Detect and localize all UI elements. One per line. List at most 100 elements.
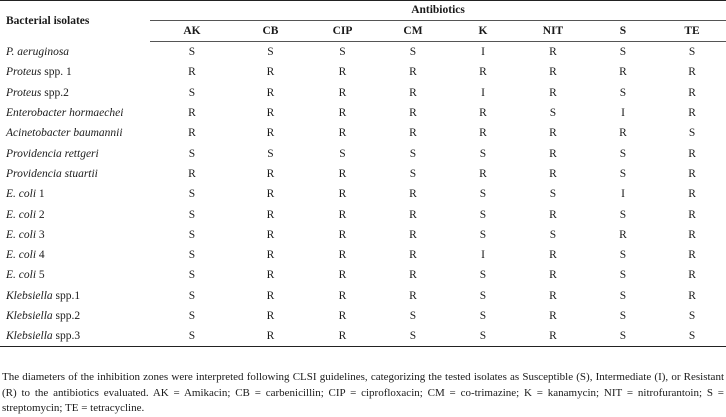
susceptibility-cell: R: [338, 188, 347, 201]
isolate-strain: spp. 1: [41, 66, 72, 79]
susceptibility-cell: R: [518, 326, 588, 348]
susceptibility-cell: R: [688, 86, 696, 99]
susceptibility-cell: R: [549, 249, 557, 262]
susceptibility-cell: R: [338, 86, 347, 99]
table-row: Proteus spp.2 S R R R I R S R: [0, 83, 726, 103]
susceptibility-cell: R: [338, 249, 347, 262]
isolate-name: Acinetobacter baumannii: [0, 123, 150, 143]
antibiotic-column-header: NIT: [518, 20, 588, 42]
isolate-name: P. aeruginosa: [0, 42, 150, 63]
isolate-strain: 3: [36, 228, 45, 241]
susceptibility-cell: S: [339, 46, 346, 59]
susceptibility-cell: R: [409, 66, 417, 79]
susceptibility-cell: R: [266, 66, 275, 79]
isolate-species: Providencia rettgeri: [6, 147, 99, 160]
susceptibility-cell: R: [549, 147, 557, 160]
susceptibility-cell: R: [338, 127, 347, 140]
susceptibility-cell: R: [479, 127, 487, 140]
antibiotic-column-header: TE: [658, 20, 726, 42]
table-footnote: The diameters of the inhibition zones we…: [2, 371, 724, 414]
susceptibility-cell: R: [266, 289, 275, 302]
susceptibility-cell: R: [619, 66, 627, 79]
susceptibility-cell: S: [479, 188, 487, 201]
table-row: Klebsiella spp.2 S R R S S R S S: [0, 306, 726, 326]
isolate-strain: spp.3: [52, 330, 81, 343]
susceptibility-cell: S: [448, 326, 518, 348]
susceptibility-cell: R: [688, 269, 696, 282]
susceptibility-cell: S: [409, 310, 417, 322]
susceptibility-cell: S: [188, 208, 196, 221]
susceptibility-cell: R: [409, 289, 417, 302]
isolate-species: E. coli: [6, 249, 37, 262]
isolate-species: E. coli: [6, 188, 37, 201]
susceptibility-cell: R: [549, 310, 557, 322]
susceptibility-cell: S: [619, 46, 627, 59]
isolate-species: Klebsiella: [6, 330, 53, 343]
susceptibility-cell: S: [549, 228, 557, 241]
susceptibility-cell: R: [409, 188, 417, 201]
susceptibility-cell: R: [234, 326, 307, 348]
table-row: E. coli 4 S R R R I R S R: [0, 245, 726, 265]
susceptibility-cell: S: [588, 326, 658, 348]
isolate-name: Klebsiella spp.2: [0, 306, 150, 326]
susceptibility-cell: R: [688, 167, 696, 180]
susceptibility-cell: R: [409, 86, 417, 99]
table-row: Providencia rettgeri S S S S S R S R: [0, 143, 726, 163]
isolate-species: Klebsiella: [6, 289, 53, 302]
isolate-species: E. coli: [6, 228, 37, 241]
susceptibility-cell: R: [688, 208, 696, 221]
susceptibility-cell: R: [188, 167, 196, 180]
susceptibility-cell: S: [479, 147, 487, 160]
table-row: Proteus spp. 1 R R R R R R R R: [0, 62, 726, 82]
susceptibility-cell: S: [188, 269, 196, 282]
susceptibility-cell: R: [688, 228, 696, 241]
table-row: E. coli 1 S R R R S S I R: [0, 184, 726, 204]
susceptibility-cell: R: [188, 66, 196, 79]
susceptibility-cell: S: [688, 310, 696, 322]
susceptibility-cell: S: [619, 86, 627, 99]
susceptibility-cell: S: [619, 249, 627, 262]
susceptibility-cell: R: [688, 147, 696, 160]
susceptibility-cell: R: [266, 208, 275, 221]
table-row: Enterobacter hormaechei R R R R R S I R: [0, 103, 726, 123]
susceptibility-cell: S: [339, 147, 346, 160]
susceptibility-cell: R: [549, 127, 557, 140]
susceptibility-cell: S: [188, 188, 196, 201]
susceptibility-cell: S: [378, 326, 448, 348]
susceptibility-cell: R: [409, 228, 417, 241]
susceptibility-cell: S: [549, 107, 557, 120]
susceptibility-cell: R: [549, 86, 557, 99]
table-row: Acinetobacter baumannii R R R R R R R S: [0, 123, 726, 143]
susceptibility-cell: S: [479, 289, 487, 302]
table-row: P. aeruginosa S S S S I R S S: [0, 42, 726, 63]
susceptibility-cell: S: [688, 127, 696, 140]
isolate-name: Klebsiella spp.1: [0, 286, 150, 306]
susceptibility-cell: R: [688, 289, 696, 302]
isolate-name: Enterobacter hormaechei: [0, 103, 150, 123]
susceptibility-cell: R: [338, 228, 347, 241]
antibiotics-group-header: Antibiotics: [150, 0, 726, 21]
isolate-species: Proteus: [6, 66, 42, 79]
susceptibility-cell: S: [188, 46, 196, 59]
table-row: Klebsiella spp.1 S R R R S R S R: [0, 286, 726, 306]
susceptibility-cell: S: [188, 147, 196, 160]
susceptibility-cell: R: [688, 249, 696, 262]
isolate-name: E. coli 5: [0, 265, 150, 285]
antibiotic-column-header: CM: [378, 20, 448, 42]
susceptibility-cell: R: [549, 46, 557, 59]
isolate-name: Klebsiella spp.3: [0, 326, 150, 348]
susceptibility-cell: R: [266, 228, 275, 241]
isolate-name: Providencia rettgeri: [0, 143, 150, 163]
susceptibility-cell: R: [266, 310, 275, 322]
susceptibility-cell: R: [619, 127, 627, 140]
isolate-species: Klebsiella: [6, 310, 53, 322]
susceptibility-cell: S: [150, 326, 234, 348]
susceptibility-cell: S: [619, 167, 627, 180]
table-row: Providencia stuartii R R R S R R S R: [0, 164, 726, 184]
susceptibility-cell: I: [621, 107, 625, 120]
susceptibility-cell: S: [267, 147, 274, 160]
susceptibility-cell: R: [479, 66, 487, 79]
isolate-species: P. aeruginosa: [6, 45, 70, 58]
susceptibility-cell: R: [688, 107, 696, 120]
